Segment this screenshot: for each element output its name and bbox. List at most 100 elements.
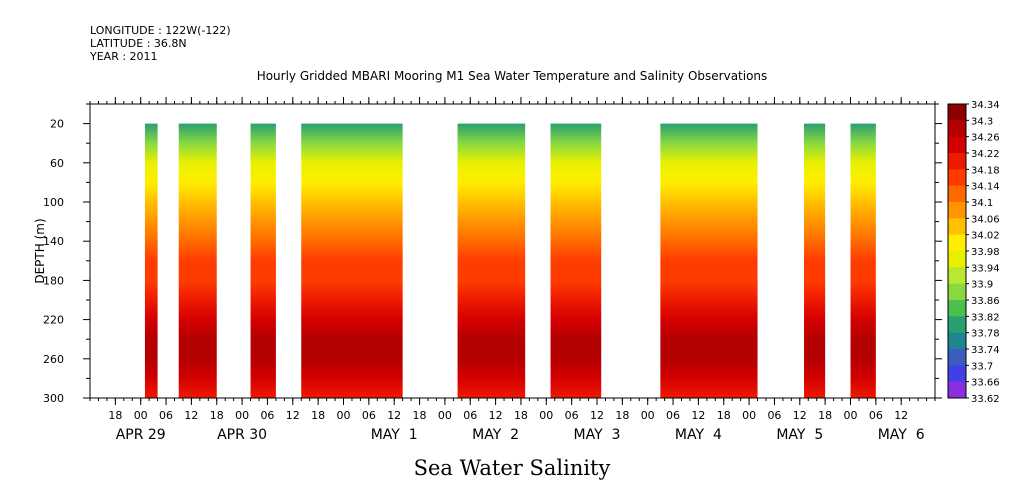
- x-day-label: MAY 2: [472, 427, 519, 443]
- colorbar-label: 33.86: [971, 296, 1000, 307]
- colorbar-swatch: [948, 283, 966, 301]
- y-tick-label: 260: [43, 353, 64, 366]
- colorbar-label: 33.98: [971, 247, 1000, 258]
- colorbar-label: 34.02: [971, 231, 1000, 242]
- x-day-label: MAY 3: [574, 427, 621, 443]
- colorbar-swatch: [948, 316, 966, 334]
- colorbar-swatch: [948, 120, 966, 138]
- colorbar-swatch: [948, 218, 966, 236]
- x-tick-label: 12: [590, 409, 604, 422]
- axis-ticks: [83, 97, 942, 405]
- y-axis-label: DEPTH (m): [33, 218, 47, 283]
- x-day-label: MAY 1: [371, 427, 418, 443]
- x-tick-label: 00: [438, 409, 452, 422]
- x-tick-label: 12: [793, 409, 807, 422]
- colorbar-label: 34.3: [971, 116, 993, 127]
- longitude-label: LONGITUDE : 122W(-122): [90, 24, 231, 37]
- x-tick-label: 18: [717, 409, 731, 422]
- x-tick-label: 00: [235, 409, 249, 422]
- x-tick-label: 18: [514, 409, 528, 422]
- x-tick-label: 06: [463, 409, 477, 422]
- colorbar-label: 34.34: [971, 100, 1000, 111]
- x-tick-label: 06: [565, 409, 579, 422]
- data-segment: [850, 123, 876, 398]
- data-segment: [457, 123, 526, 398]
- colorbar-label: 33.7: [971, 361, 993, 372]
- colorbar-swatch: [948, 267, 966, 285]
- x-tick-label: 12: [894, 409, 908, 422]
- x-tick-label: 18: [818, 409, 832, 422]
- x-tick-label: 00: [641, 409, 655, 422]
- colorbar-swatch: [948, 104, 966, 121]
- x-tick-label: 12: [387, 409, 401, 422]
- x-tick-label: 12: [184, 409, 198, 422]
- x-tick-label: 00: [134, 409, 148, 422]
- y-tick-label: 100: [43, 196, 64, 209]
- colorbar-label: 33.62: [971, 394, 1000, 405]
- colorbar-label: 34.18: [971, 165, 1000, 176]
- colorbar-label: 33.82: [971, 312, 1000, 323]
- colorbar-label: 34.1: [971, 198, 993, 209]
- data-segment: [660, 123, 758, 398]
- x-tick-label: 18: [210, 409, 224, 422]
- data-segment: [144, 123, 158, 398]
- x-tick-label: 12: [286, 409, 300, 422]
- colorbar-swatch: [948, 300, 966, 317]
- colorbar-label: 34.26: [971, 133, 1000, 144]
- x-tick-label: 18: [311, 409, 325, 422]
- x-tick-label: 18: [615, 409, 629, 422]
- colorbar-swatch: [948, 349, 966, 366]
- colorbar-swatch: [948, 332, 966, 350]
- x-tick-label: 00: [844, 409, 858, 422]
- year-label: YEAR : 2011: [90, 50, 158, 63]
- colorbar-label: 33.74: [971, 345, 1000, 356]
- colorbar-swatch: [948, 251, 966, 268]
- data-segments: [144, 123, 876, 398]
- y-tick-label: 60: [50, 157, 64, 170]
- x-day-label: MAY 5: [776, 427, 823, 443]
- y-tick-labels: 20 60 100 140 180 220 260 300: [43, 118, 64, 405]
- colorbar-label: 34.14: [971, 182, 1000, 193]
- x-tick-labels: 18 00 06 12 18 00 06 12 18 00 06 12 18 00 06 12 18 00 06 12…: [108, 409, 908, 422]
- y-tick-label: 140: [43, 235, 64, 248]
- x-tick-label: 18: [108, 409, 122, 422]
- data-segment: [250, 123, 276, 398]
- x-tick-label: 12: [691, 409, 705, 422]
- colorbar: 34.34 34.3 34.26 34.22 34.18 34.14 34.1 34.06 34…: [947, 100, 1000, 405]
- x-axis-label: Sea Water Salinity: [414, 456, 611, 480]
- colorbar-label: 33.9: [971, 280, 993, 291]
- data-segment: [550, 123, 602, 398]
- colorbar-label: 33.94: [971, 263, 1000, 274]
- data-segment: [804, 123, 826, 398]
- colorbar-label: 33.78: [971, 329, 1000, 340]
- x-tick-label: 06: [260, 409, 274, 422]
- x-day-label: MAY 6: [878, 427, 925, 443]
- x-tick-label: 00: [742, 409, 756, 422]
- colorbar-swatch: [948, 185, 966, 203]
- x-day-labels: APR 29 APR 30 MAY 1 MAY 2 MAY 3 MAY 4 MAY 5 MAY…: [116, 427, 925, 443]
- x-tick-label: 00: [539, 409, 553, 422]
- colorbar-label: 34.06: [971, 214, 1000, 225]
- y-tick-label: 220: [43, 314, 64, 327]
- colorbar-label: 33.66: [971, 378, 1000, 389]
- colorbar-swatch: [948, 136, 966, 154]
- x-tick-label: 06: [159, 409, 173, 422]
- colorbar-swatch: [948, 365, 966, 383]
- y-tick-label: 20: [50, 118, 64, 131]
- colorbar-swatch: [948, 202, 966, 219]
- x-day-label: APR 30: [217, 427, 267, 443]
- x-tick-label: 00: [337, 409, 351, 422]
- colorbar-swatch: [948, 169, 966, 187]
- data-segment: [301, 123, 403, 398]
- x-tick-label: 06: [362, 409, 376, 422]
- y-tick-label: 180: [43, 274, 64, 287]
- y-tick-label: 300: [43, 392, 64, 405]
- colorbar-swatch: [948, 153, 966, 170]
- x-tick-label: 18: [413, 409, 427, 422]
- x-tick-label: 06: [869, 409, 883, 422]
- colorbar-swatch: [948, 234, 966, 252]
- x-tick-label: 12: [489, 409, 503, 422]
- x-tick-label: 06: [666, 409, 680, 422]
- data-segment: [178, 123, 217, 398]
